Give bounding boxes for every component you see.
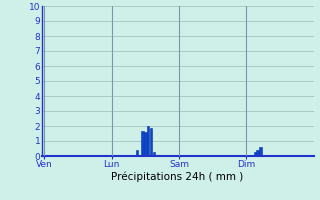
Bar [256,150,259,156]
Bar [259,147,261,156]
Bar [150,128,152,156]
Bar [147,126,149,156]
Bar [253,152,256,156]
Bar [141,130,144,156]
Bar [136,150,138,156]
Bar [153,152,155,156]
Bar [144,132,147,156]
X-axis label: Précipitations 24h ( mm ): Précipitations 24h ( mm ) [111,172,244,182]
